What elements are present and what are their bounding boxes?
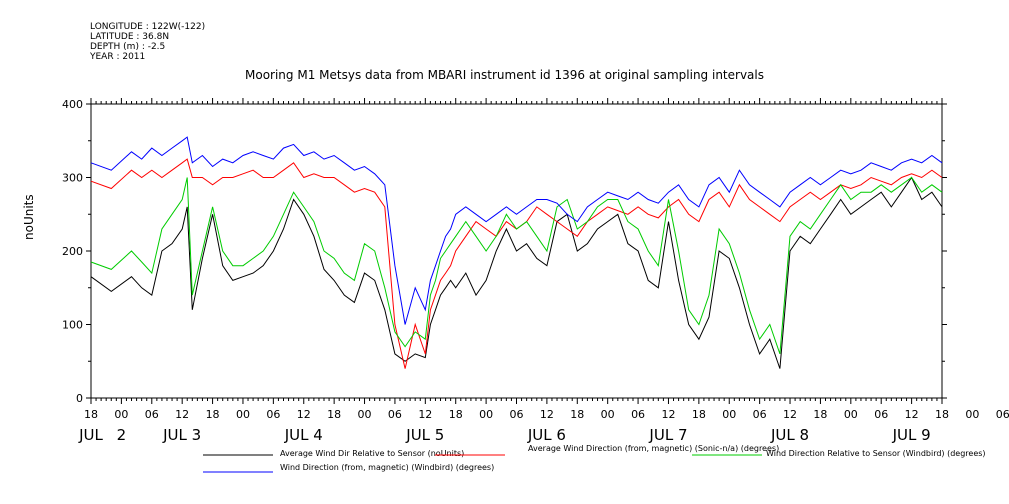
date-label: JUL 4 xyxy=(284,426,323,444)
x-tick-label: 12 xyxy=(175,408,189,421)
legend-label-2: Average Wind Direction (from, magnetic) … xyxy=(528,444,779,453)
latitude-text: LATITUDE : 36.8N xyxy=(90,32,170,42)
series-line-2 xyxy=(90,158,943,369)
chart-title: Mooring M1 Metsys data from MBARI instru… xyxy=(245,68,764,82)
x-tick-label: 00 xyxy=(479,408,493,421)
y-tick-label: 300 xyxy=(62,172,83,185)
year-text: YEAR : 2011 xyxy=(90,52,146,62)
y-tick-label: 200 xyxy=(62,245,83,258)
x-tick-label: 18 xyxy=(692,408,706,421)
x-tick-label: 12 xyxy=(297,408,311,421)
legend-label-1: Average Wind Dir Relative to Sensor (noU… xyxy=(280,449,464,458)
y-tick-label: 100 xyxy=(62,319,83,332)
x-tick-label: 06 xyxy=(996,408,1009,421)
x-tick-label: 12 xyxy=(418,408,432,421)
x-tick-label: 00 xyxy=(114,408,128,421)
date-label: 2 xyxy=(117,426,127,444)
x-tick-label: 18 xyxy=(449,408,463,421)
x-tick-label: 00 xyxy=(358,408,372,421)
date-label: JUL 5 xyxy=(405,426,444,444)
x-tick-label: 00 xyxy=(601,408,615,421)
x-tick-label: 12 xyxy=(905,408,919,421)
x-tick-label: 18 xyxy=(327,408,341,421)
x-tick-label: 06 xyxy=(753,408,767,421)
metadata-block: LONGITUDE : 122W(-122) LATITUDE : 36.8N … xyxy=(90,22,205,62)
depth-text: DEPTH (m) : -2.5 xyxy=(90,42,166,52)
date-label: JUL xyxy=(78,426,103,444)
x-tick-label: 12 xyxy=(661,408,675,421)
date-label: JUL 6 xyxy=(527,426,566,444)
legend-label-3: Wind Direction Relative to Sensor (Windb… xyxy=(766,449,986,458)
x-tick-label: 18 xyxy=(570,408,584,421)
x-tick-label: 00 xyxy=(236,408,250,421)
x-tick-label: 18 xyxy=(84,408,98,421)
date-label: JUL 3 xyxy=(162,426,201,444)
x-tick-label: 06 xyxy=(388,408,402,421)
date-label: JUL 8 xyxy=(770,426,809,444)
series-line-3 xyxy=(90,176,943,355)
x-tick-label: 00 xyxy=(844,408,858,421)
y-tick-label: 400 xyxy=(62,98,83,111)
x-tick-label: 12 xyxy=(783,408,797,421)
x-tick-label: 00 xyxy=(965,408,979,421)
date-label: JUL 9 xyxy=(892,426,931,444)
legend-label-4: Wind Direction (from, magnetic) (Windbir… xyxy=(280,463,494,472)
x-tick-label: 06 xyxy=(510,408,524,421)
longitude-text: LONGITUDE : 122W(-122) xyxy=(90,22,206,32)
series-line-1 xyxy=(90,176,943,369)
x-tick-label: 06 xyxy=(266,408,280,421)
x-tick-label: 06 xyxy=(145,408,159,421)
date-label: JUL 7 xyxy=(648,426,687,444)
x-tick-label: 12 xyxy=(540,408,554,421)
x-tick-label: 18 xyxy=(206,408,220,421)
x-tick-label: 18 xyxy=(935,408,949,421)
series-line-4 xyxy=(90,136,943,325)
y-tick-label: 0 xyxy=(76,392,83,405)
x-tick-label: 06 xyxy=(631,408,645,421)
x-tick-label: 06 xyxy=(874,408,888,421)
x-tick-label: 00 xyxy=(722,408,736,421)
x-tick-label: 18 xyxy=(813,408,827,421)
